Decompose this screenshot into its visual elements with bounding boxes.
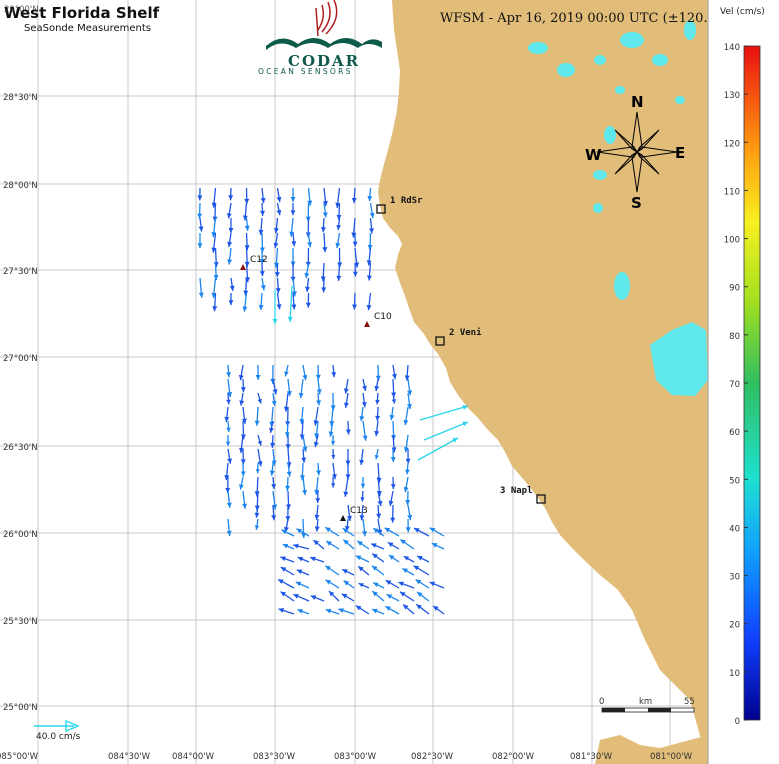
svg-text:CODAR: CODAR xyxy=(288,52,360,70)
svg-text:085°00'W: 085°00'W xyxy=(0,752,39,762)
svg-text:081°30'W: 081°30'W xyxy=(570,752,613,762)
colorbar-tick-label: 20 xyxy=(729,621,740,631)
site-napl: 3 Napl xyxy=(500,486,546,504)
colorbar-tick-label: 60 xyxy=(729,428,740,438)
map-title: West Florida Shelf xyxy=(4,4,160,22)
svg-text:2 Veni: 2 Veni xyxy=(449,327,482,338)
svg-text:km: km xyxy=(639,697,652,707)
svg-text:W: W xyxy=(585,146,602,164)
colorbar-panel xyxy=(708,0,779,764)
compass-rose: N S E W xyxy=(585,93,685,212)
colorbar-tick-label: 10 xyxy=(729,669,740,679)
colorbar-tick-label: 130 xyxy=(724,91,740,101)
colorbar-tick-label: 120 xyxy=(724,139,740,149)
lat-labels: 28°30'N 28°00'N 27°30'N 27°00'N 26°30'N … xyxy=(3,93,38,713)
svg-text:27°30'N: 27°30'N xyxy=(3,267,38,277)
svg-text:28°30'N: 28°30'N xyxy=(3,93,38,103)
florida-land xyxy=(378,0,708,764)
corner-lat-label: 29°00'N xyxy=(4,5,39,15)
svg-text:084°00'W: 084°00'W xyxy=(172,752,215,762)
colorbar-tick-label: 140 xyxy=(724,43,740,53)
colorbar-label: Vel (cm/s) xyxy=(720,7,765,17)
svg-text:3 Napl: 3 Napl xyxy=(500,486,533,496)
svg-text:OCEAN SENSORS: OCEAN SENSORS xyxy=(258,67,353,76)
scale-arrow: 40.0 cm/s xyxy=(34,719,81,742)
svg-text:0: 0 xyxy=(599,697,604,707)
svg-text:26°00'N: 26°00'N xyxy=(3,530,38,540)
colorbar-tick-label: 100 xyxy=(724,236,740,246)
colorbar-tick-label: 50 xyxy=(729,476,740,486)
svg-text:S: S xyxy=(631,194,642,212)
colorbar-tick-label: 90 xyxy=(729,284,740,294)
svg-text:C10: C10 xyxy=(374,312,392,322)
svg-text:083°30'W: 083°30'W xyxy=(253,752,296,762)
colorbar-tick-label: 30 xyxy=(729,573,740,583)
svg-text:081°00'W: 081°00'W xyxy=(650,752,693,762)
colorbar-tick-label: 80 xyxy=(729,332,740,342)
svg-text:26°30'N: 26°30'N xyxy=(3,443,38,453)
svg-text:082°30'W: 082°30'W xyxy=(411,752,454,762)
svg-text:25°30'N: 25°30'N xyxy=(3,617,38,627)
map-subtitle: SeaSonde Measurements xyxy=(24,23,151,34)
buoy-c10: C10 xyxy=(364,312,392,327)
svg-text:1 RdSr: 1 RdSr xyxy=(390,196,423,206)
svg-text:082°00'W: 082°00'W xyxy=(492,752,535,762)
lakes xyxy=(528,20,708,396)
svg-text:55: 55 xyxy=(684,697,695,707)
colorbar-tick-label: 70 xyxy=(729,380,740,390)
site-rdsr: 1 RdSr xyxy=(376,196,423,214)
codar-logo: CODAR OCEAN SENSORS xyxy=(258,0,382,76)
current-vectors xyxy=(197,187,469,615)
svg-text:25°00'N: 25°00'N xyxy=(3,703,38,713)
svg-text:083°00'W: 083°00'W xyxy=(334,752,377,762)
colorbar-tick-label: 0 xyxy=(735,717,740,727)
svg-text:E: E xyxy=(675,144,685,162)
svg-text:N: N xyxy=(631,93,644,111)
svg-text:C13: C13 xyxy=(350,506,368,516)
svg-text:084°30'W: 084°30'W xyxy=(108,752,151,762)
lon-labels: 085°00'W 084°30'W 084°00'W 083°30'W 083°… xyxy=(0,752,693,762)
scale-bar: 0 km 55 xyxy=(599,697,695,713)
site-veni: 2 Veni xyxy=(435,327,482,346)
florida-keys xyxy=(595,735,708,764)
svg-text:C12: C12 xyxy=(250,255,268,265)
svg-text:27°00'N: 27°00'N xyxy=(3,354,38,364)
buoy-c12: C12 xyxy=(240,255,268,270)
buoy-c13: C13 xyxy=(340,506,368,521)
colorbar-tick-label: 110 xyxy=(724,187,740,197)
svg-text:40.0 cm/s: 40.0 cm/s xyxy=(36,732,81,742)
colorbar-tick-label: 40 xyxy=(729,524,740,534)
time-header: WFSM - Apr 16, 2019 00:00 UTC (±120.0 mi… xyxy=(440,11,750,26)
svg-text:28°00'N: 28°00'N xyxy=(3,181,38,191)
